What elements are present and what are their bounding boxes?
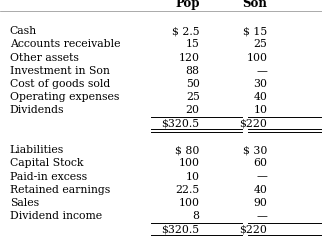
Text: $220: $220: [239, 119, 267, 129]
Text: Dividends: Dividends: [10, 105, 64, 115]
Text: 88: 88: [186, 66, 200, 76]
Text: 30: 30: [253, 79, 267, 89]
Text: —: —: [256, 66, 267, 76]
Text: 100: 100: [246, 53, 267, 63]
Text: $ 30: $ 30: [243, 145, 267, 155]
Text: Operating expenses: Operating expenses: [10, 92, 119, 102]
Text: 100: 100: [179, 158, 200, 168]
Text: Retained earnings: Retained earnings: [10, 185, 110, 195]
Text: 40: 40: [253, 185, 267, 195]
Text: 90: 90: [253, 198, 267, 208]
Text: 15: 15: [186, 39, 200, 49]
Text: —: —: [256, 172, 267, 182]
Text: 10: 10: [186, 172, 200, 182]
Text: 22.5: 22.5: [175, 185, 200, 195]
Text: 60: 60: [253, 158, 267, 168]
Text: $320.5: $320.5: [162, 224, 200, 234]
Text: 40: 40: [253, 92, 267, 102]
Text: 8: 8: [193, 211, 200, 221]
Text: $ 2.5: $ 2.5: [172, 26, 200, 36]
Text: Other assets: Other assets: [10, 53, 79, 63]
Text: Accounts receivable: Accounts receivable: [10, 39, 120, 49]
Text: Cash: Cash: [10, 26, 37, 36]
Text: Paid-in excess: Paid-in excess: [10, 172, 87, 182]
Text: Pop: Pop: [175, 0, 200, 10]
Text: 20: 20: [186, 105, 200, 115]
Text: 50: 50: [186, 79, 200, 89]
Text: $220: $220: [239, 224, 267, 234]
Text: Sales: Sales: [10, 198, 39, 208]
Text: $320.5: $320.5: [162, 119, 200, 129]
Text: Cost of goods sold: Cost of goods sold: [10, 79, 110, 89]
Text: 10: 10: [253, 105, 267, 115]
Text: $ 80: $ 80: [175, 145, 200, 155]
Text: $ 15: $ 15: [243, 26, 267, 36]
Text: 120: 120: [179, 53, 200, 63]
Text: Dividend income: Dividend income: [10, 211, 102, 221]
Text: Son: Son: [242, 0, 267, 10]
Text: 25: 25: [253, 39, 267, 49]
Text: —: —: [256, 211, 267, 221]
Text: Investment in Son: Investment in Son: [10, 66, 109, 76]
Text: 100: 100: [179, 198, 200, 208]
Text: Capital Stock: Capital Stock: [10, 158, 83, 168]
Text: 25: 25: [186, 92, 200, 102]
Text: Liabilities: Liabilities: [10, 145, 64, 155]
